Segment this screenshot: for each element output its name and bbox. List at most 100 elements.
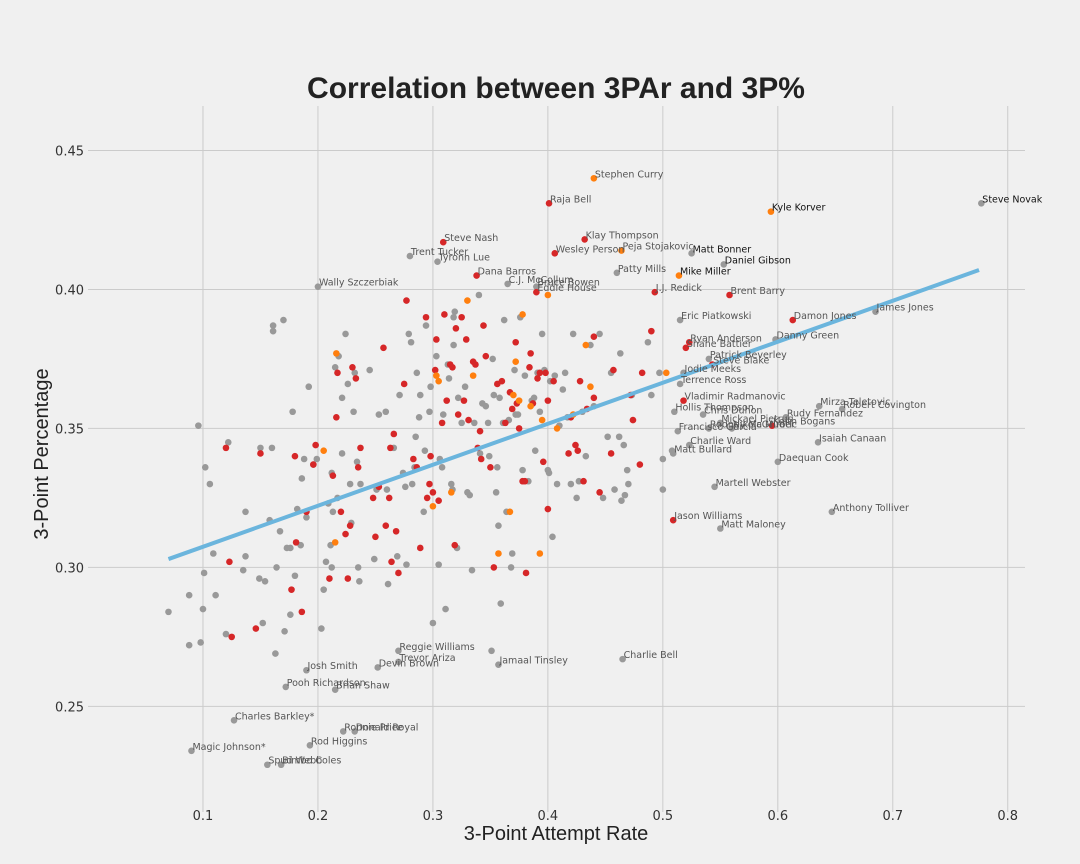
data-point [492, 489, 500, 496]
data-point [490, 564, 498, 571]
data-point [477, 455, 485, 463]
labeled-data-point [814, 439, 822, 446]
data-point [400, 380, 408, 388]
data-point [222, 444, 230, 452]
point-label: Francisco Garcia [679, 422, 757, 433]
data-point [346, 480, 354, 488]
data-point [385, 494, 393, 502]
data-point [538, 416, 546, 424]
data-point [273, 564, 280, 571]
data-point [375, 411, 383, 418]
y-tick-label: 0.40 [55, 283, 84, 298]
point-label: Martell Webster [716, 478, 791, 489]
labeled-data-point [395, 658, 402, 666]
data-point [334, 369, 341, 377]
data-point [433, 336, 440, 343]
data-point [534, 375, 541, 382]
point-label: Steve Novak [982, 194, 1042, 205]
point-label: Raja Bell [550, 194, 591, 205]
data-point [259, 619, 267, 627]
data-point [551, 372, 559, 379]
data-point [542, 369, 549, 377]
data-point [212, 591, 219, 599]
data-point [431, 366, 439, 374]
data-point [441, 311, 448, 318]
point-label: Jason Williams [673, 511, 742, 522]
data-point [656, 369, 663, 377]
data-point [508, 405, 516, 413]
labeled-data-point [473, 272, 480, 279]
data-point [454, 411, 462, 418]
data-point [484, 419, 492, 427]
data-point [539, 458, 547, 466]
data-point [384, 580, 392, 588]
x-tick-label: 0.3 [423, 809, 444, 824]
data-point [281, 628, 288, 635]
data-point [291, 452, 299, 460]
data-point [659, 455, 667, 463]
data-point [466, 491, 473, 499]
data-point [199, 605, 207, 613]
x-axis-label: 3-Point Attempt Rate [464, 823, 649, 845]
data-point [536, 369, 544, 377]
labeled-data-point [674, 427, 682, 435]
point-label: Mirza Teletovic [820, 397, 890, 408]
data-point [350, 408, 357, 416]
data-point [521, 372, 529, 379]
labeled-data-point [351, 728, 359, 735]
data-point [242, 508, 249, 516]
data-point [438, 419, 446, 427]
data-point [527, 402, 534, 410]
data-point [544, 505, 552, 513]
data-point [569, 330, 577, 338]
data-point [303, 514, 310, 521]
data-point [422, 313, 430, 321]
labeled-data-point [306, 741, 314, 749]
data-point [382, 522, 390, 530]
data-point [521, 477, 529, 485]
point-label: Matt Bonner [693, 244, 752, 255]
point-label: Hollis Thompson [675, 403, 754, 414]
data-point [575, 477, 583, 485]
data-point [502, 419, 509, 427]
data-point [300, 455, 308, 463]
point-label: Spud Webb [268, 756, 322, 767]
data-point [224, 439, 232, 446]
data-point [185, 641, 193, 649]
data-point [357, 444, 364, 452]
data-point [527, 350, 534, 357]
data-point [356, 577, 363, 585]
labeled-data-point [533, 288, 540, 296]
labeled-data-point [551, 250, 559, 257]
data-point [328, 564, 336, 571]
data-point [553, 425, 561, 432]
data-point [429, 489, 437, 496]
data-point [461, 383, 469, 391]
data-point [289, 408, 296, 416]
data-point [312, 441, 319, 449]
labeled-data-point [613, 269, 621, 277]
data-point [472, 361, 479, 368]
data-point [482, 352, 490, 360]
labeled-data-point [685, 338, 693, 346]
data-point [582, 452, 590, 460]
data-point [291, 572, 299, 580]
data-point [519, 466, 526, 474]
data-point [380, 344, 387, 352]
data-point [257, 450, 264, 457]
data-point [659, 486, 667, 493]
data-point [416, 391, 424, 399]
labeled-data-point [680, 397, 687, 404]
point-label: Ronnie Price [344, 722, 403, 733]
x-tick-label: 0.1 [193, 809, 214, 824]
labeled-data-point [504, 280, 511, 288]
point-label: Brian Shaw [336, 681, 390, 692]
data-point [195, 422, 202, 429]
data-point [464, 297, 471, 304]
data-point [590, 394, 598, 402]
data-point [439, 411, 447, 418]
point-label: Wally Szczerbiak [319, 278, 399, 289]
data-point [287, 544, 294, 552]
point-label: Matt Bullard [674, 444, 732, 455]
data-point [429, 502, 437, 510]
